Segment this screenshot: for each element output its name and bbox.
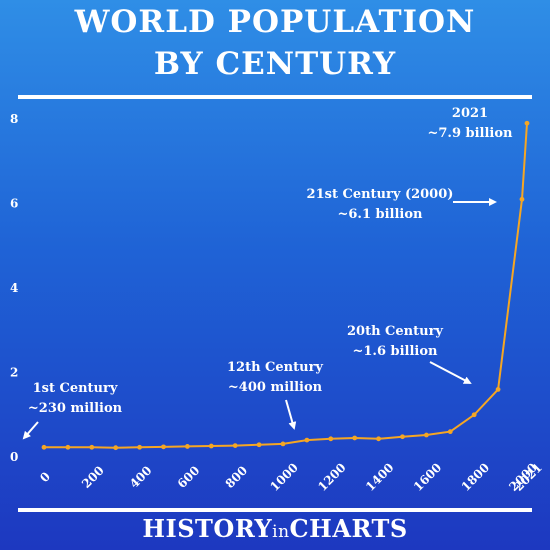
x-tick-label: 600 — [175, 463, 203, 491]
data-point — [400, 434, 405, 440]
annotation-text: 1st Century — [33, 381, 118, 396]
data-point — [89, 444, 95, 450]
annotation-text: 20th Century — [347, 324, 443, 339]
data-point — [471, 412, 477, 418]
annotation-text: ~6.1 billion — [337, 207, 423, 222]
data-point — [519, 196, 525, 202]
annotation-arrow — [429, 361, 472, 384]
y-tick-label: 6 — [10, 197, 18, 211]
data-point — [524, 120, 530, 126]
x-tick-label: 1200 — [315, 460, 349, 494]
x-tick-label: 800 — [223, 463, 251, 491]
chart-title-line2: BY CENTURY — [153, 46, 397, 82]
annotation-arrow — [285, 399, 297, 430]
brand-footer: HISTORYinCHARTS — [0, 514, 550, 543]
data-point — [65, 444, 71, 450]
data-point — [447, 429, 453, 435]
data-point — [280, 441, 286, 447]
annotation-text: ~1.6 billion — [352, 344, 438, 359]
chart-title-line1: WORLD POPULATION — [74, 4, 476, 40]
data-point — [113, 445, 119, 451]
data-point — [184, 444, 190, 449]
annotation-text: 12th Century — [227, 360, 323, 375]
data-point — [328, 436, 334, 442]
brand-history: HISTORY — [142, 514, 273, 543]
annotation-text: ~7.9 billion — [427, 126, 513, 141]
x-tick-label: 200 — [79, 463, 107, 491]
annotation-text: 2021 — [452, 106, 488, 121]
data-point — [423, 432, 429, 438]
data-point — [495, 387, 501, 392]
data-point — [208, 443, 214, 449]
y-tick-label: 2 — [10, 366, 18, 380]
x-tick-label: 400 — [127, 463, 155, 491]
data-point — [304, 437, 310, 443]
footer-divider — [18, 508, 532, 512]
x-tick-label: 1600 — [411, 460, 445, 494]
brand-in: in — [272, 522, 290, 542]
annotation-arrow — [22, 421, 39, 440]
data-point — [137, 444, 142, 450]
y-tick-label: 8 — [10, 112, 18, 126]
y-tick-label: 0 — [10, 450, 18, 464]
annotation-text: 21st Century (2000) — [307, 187, 454, 202]
x-tick-label: 1800 — [459, 460, 493, 494]
y-tick-label: 4 — [10, 281, 18, 295]
data-point — [376, 436, 381, 442]
x-tick-label: 0 — [37, 469, 53, 485]
title-divider — [18, 95, 532, 99]
annotation-text: ~230 million — [28, 401, 123, 416]
data-point — [256, 442, 262, 448]
data-point — [232, 443, 238, 448]
data-point — [161, 444, 166, 450]
data-point — [352, 435, 358, 441]
annotation-text: ~400 million — [228, 380, 323, 395]
brand-charts: CHARTS — [289, 514, 408, 543]
x-tick-label: 1400 — [363, 460, 397, 494]
x-tick-label: 1000 — [267, 460, 301, 494]
data-point — [41, 444, 47, 450]
population-series-line — [44, 123, 528, 449]
